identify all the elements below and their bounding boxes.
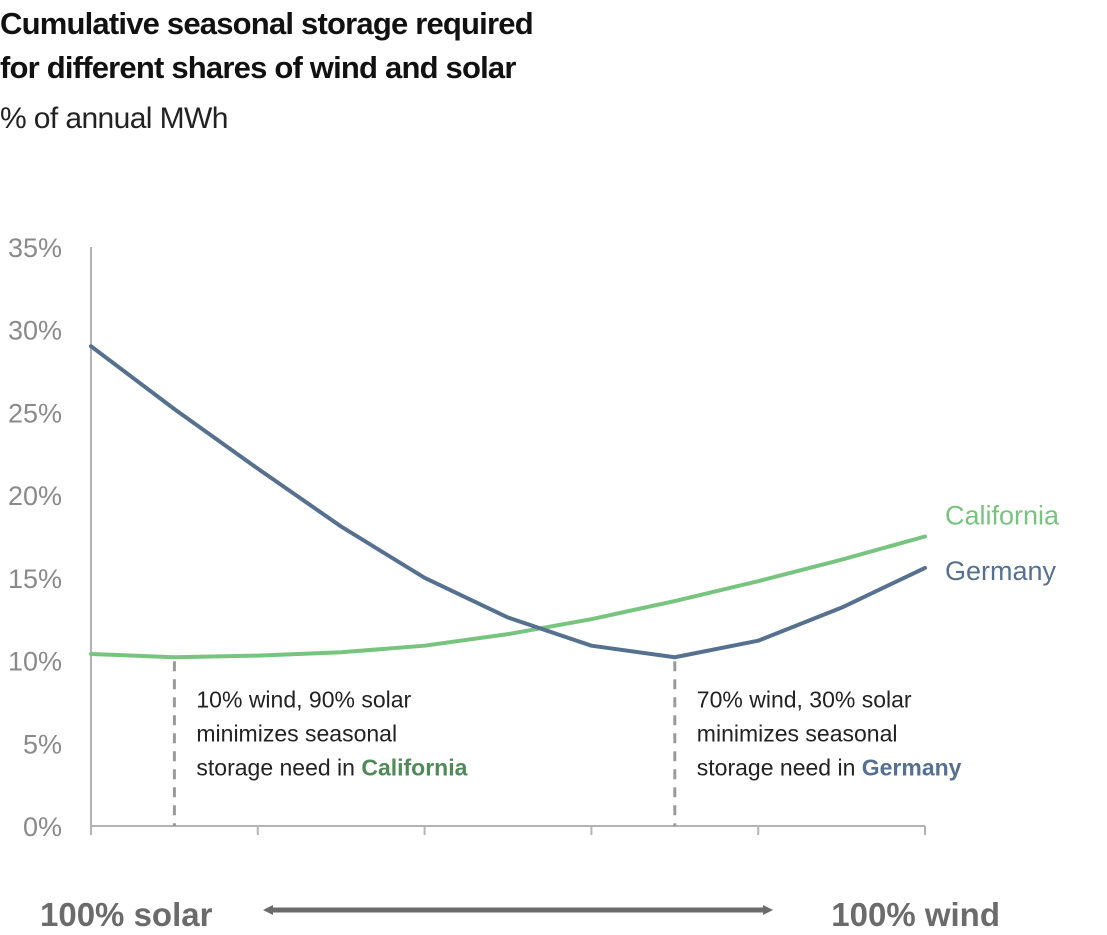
- y-tick-label: 0%: [23, 812, 62, 842]
- y-tick-label: 25%: [8, 398, 62, 428]
- annotation-text-line: minimizes seasonal: [697, 720, 898, 746]
- y-tick-label: 5%: [23, 729, 62, 759]
- annotation-text-line: storage need in California: [196, 754, 467, 780]
- axis-label-left: 100% solar: [40, 896, 213, 933]
- chart-title: Cumulative seasonal storage required for…: [0, 2, 534, 90]
- y-tick-label: 10%: [8, 647, 62, 677]
- series-line-germany: [89, 344, 927, 660]
- annotation-text-line: 10% wind, 90% solar: [196, 686, 411, 712]
- annotation-text-line: storage need in Germany: [697, 754, 962, 780]
- series-label-germany: Germany: [945, 556, 1057, 586]
- annotation-text-line: 70% wind, 30% solar: [697, 686, 912, 712]
- chart-title-line-2: for different shares of wind and solar: [0, 50, 516, 85]
- chart-title-line-1: Cumulative seasonal storage required: [0, 6, 534, 41]
- annotation-text-line: minimizes seasonal: [196, 720, 397, 746]
- y-tick-label: 35%: [8, 233, 62, 263]
- series-label-california: California: [945, 501, 1060, 531]
- axis-label-right: 100% wind: [831, 896, 1000, 933]
- y-tick-label: 20%: [8, 481, 62, 511]
- y-tick-label: 30%: [8, 316, 62, 346]
- y-tick-label: 15%: [8, 564, 62, 594]
- chart-subtitle: % of annual MWh: [0, 102, 228, 135]
- annotation-highlight: Germany: [862, 754, 962, 780]
- series-line-california: [89, 534, 927, 660]
- annotation-highlight: California: [361, 754, 467, 780]
